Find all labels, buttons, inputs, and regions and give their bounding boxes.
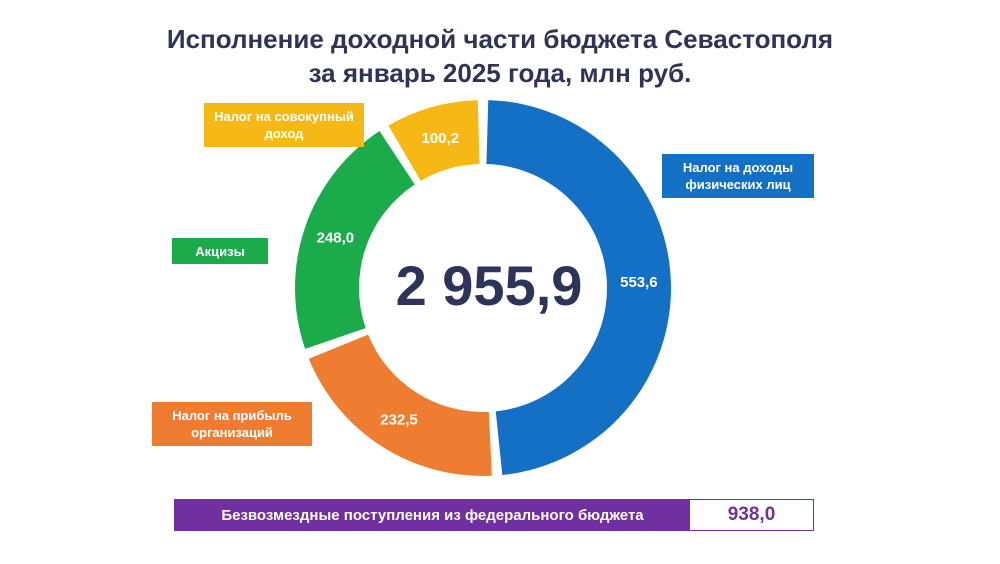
chart-title: Исполнение доходной части бюджета Севаст… <box>0 22 1000 90</box>
slice-usn <box>388 100 480 181</box>
federal-transfers-value: 938,0 <box>690 500 813 530</box>
slice-profit-tax-value: 232,5 <box>380 411 418 428</box>
total-value: 2 955,9 <box>396 254 583 317</box>
federal-transfers-bar: Безвозмездные поступления из федеральног… <box>174 499 814 531</box>
slice-usn-value: 100,2 <box>421 130 459 147</box>
legend-label-usn: Налог на совокупный доход <box>204 103 364 147</box>
slice-ndfl <box>486 100 671 476</box>
slice-excise-value: 248,0 <box>317 230 355 247</box>
slice-ndfl-value: 553,6 <box>620 274 658 291</box>
slice-profit-tax <box>308 334 492 476</box>
title-line-2: за январь 2025 года, млн руб. <box>308 58 692 88</box>
federal-transfers-label: Безвозмездные поступления из федеральног… <box>175 500 690 530</box>
legend-label-profit-tax: Налог на прибыль организаций <box>152 402 312 446</box>
title-line-1: Исполнение доходной части бюджета Севаст… <box>166 24 834 54</box>
slice-excise <box>295 131 415 349</box>
legend-label-ndfl: Налог на доходы физических лиц <box>662 154 814 198</box>
legend-label-excise: Акцизы <box>172 238 268 264</box>
